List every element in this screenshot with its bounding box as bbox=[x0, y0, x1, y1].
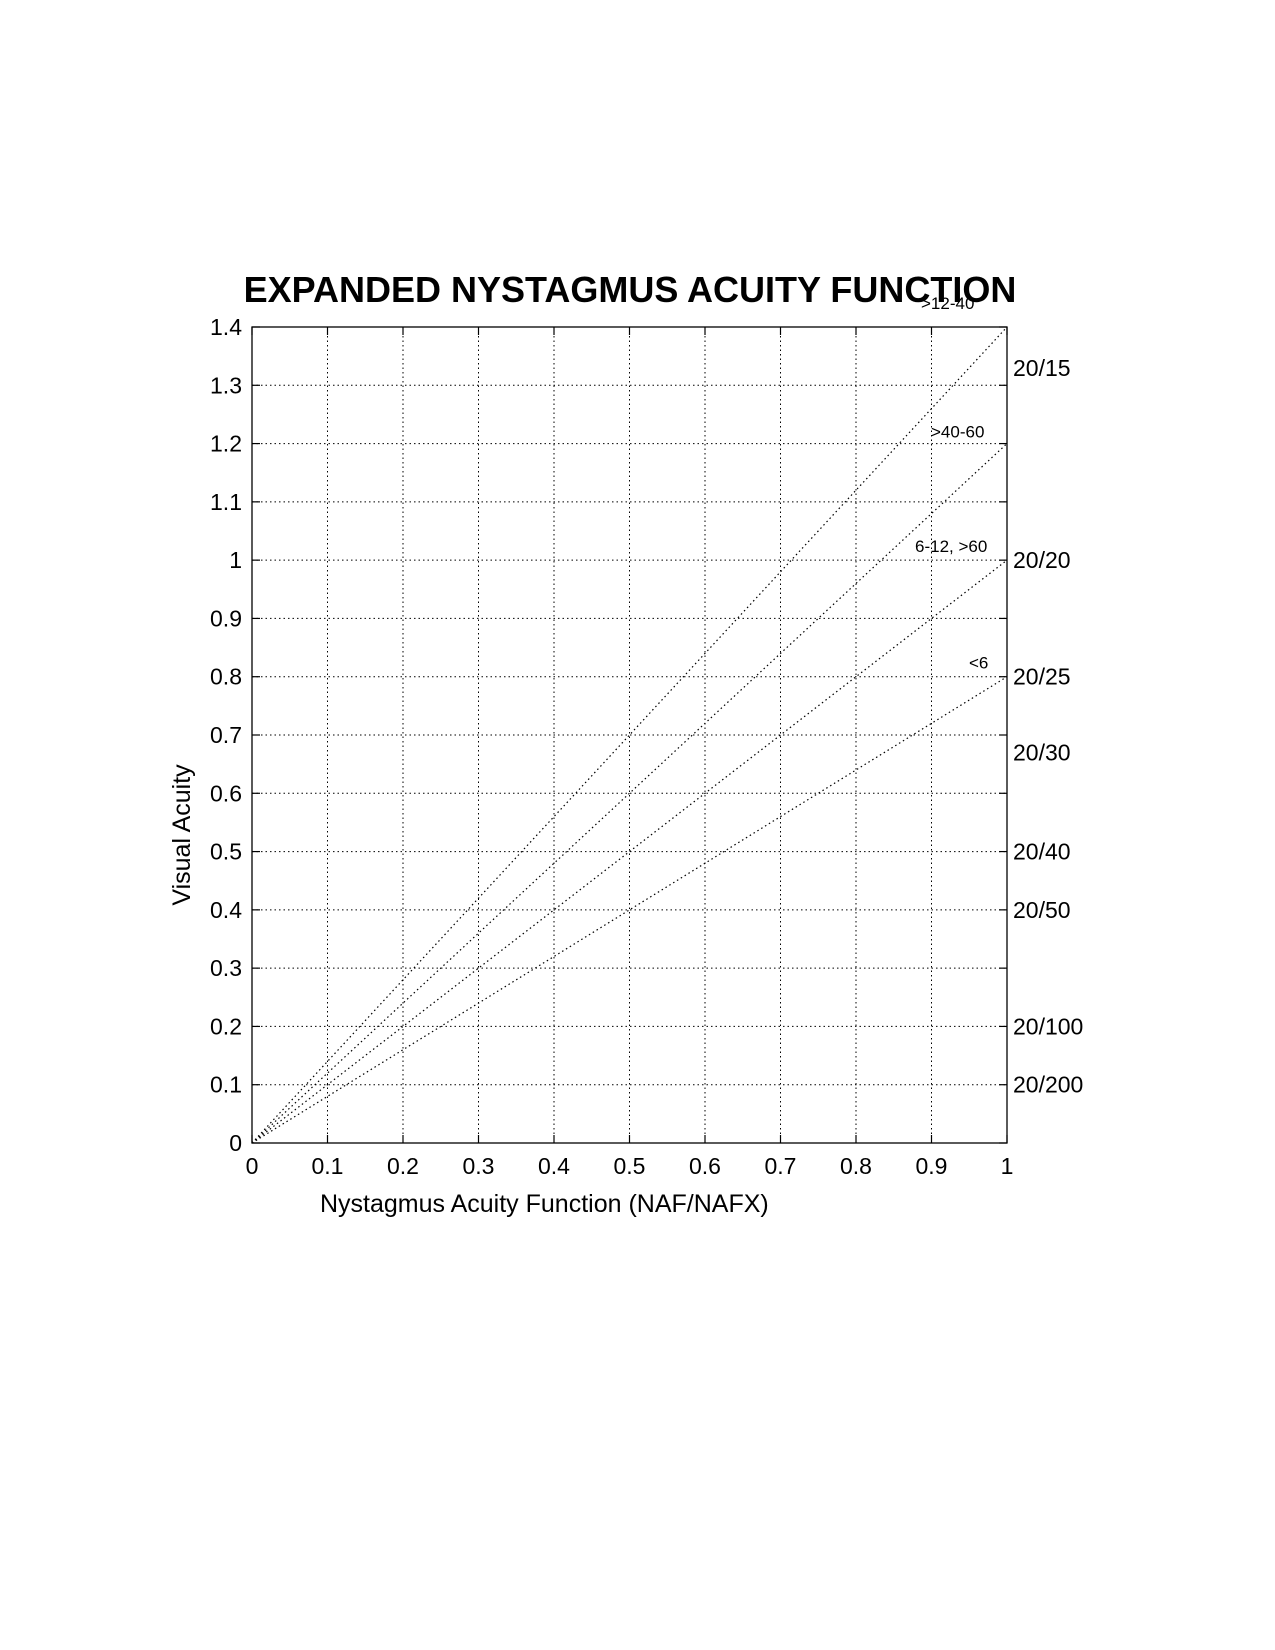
y-tick-label: 0.2 bbox=[210, 1013, 242, 1039]
snellen-label: 20/50 bbox=[1013, 897, 1071, 923]
snellen-label: 20/15 bbox=[1013, 355, 1071, 381]
y-tick-labels: 0 0.1 0.2 0.3 0.4 0.5 0.6 0.7 0.8 0.9 1 1.1 1.2 1.3 1.… bbox=[210, 314, 242, 1156]
series-labels: >12-40 >40-60 6-12, >60 <6 bbox=[915, 294, 988, 673]
x-tick-label: 0.9 bbox=[916, 1153, 948, 1179]
y-tick-label: 0.1 bbox=[210, 1072, 242, 1098]
y-tick-label: 0.6 bbox=[210, 780, 242, 806]
y-tick-label: 1.1 bbox=[210, 489, 242, 515]
y-tick-label: 1.3 bbox=[210, 372, 242, 398]
series-label: >40-60 bbox=[931, 423, 984, 442]
series-label: 6-12, >60 bbox=[915, 537, 987, 556]
series-label: <6 bbox=[969, 654, 988, 673]
y-tick-label: 0.4 bbox=[210, 897, 242, 923]
snellen-label: 20/20 bbox=[1013, 547, 1071, 573]
y-tick-label: 0.3 bbox=[210, 955, 242, 981]
snellen-label: 20/25 bbox=[1013, 664, 1071, 690]
x-tick-label: 0.3 bbox=[463, 1153, 495, 1179]
y-tick-label: 0.7 bbox=[210, 722, 242, 748]
y-tick-label: 0.8 bbox=[210, 664, 242, 690]
series-lines bbox=[251, 326, 1008, 1144]
chart-title: EXPANDED NYSTAGMUS ACUITY FUNCTION bbox=[244, 269, 1017, 310]
x-axis-label: Nystagmus Acuity Function (NAF/NAFX) bbox=[320, 1190, 769, 1218]
grid bbox=[252, 327, 1007, 1143]
x-tick-label: 0.2 bbox=[387, 1153, 419, 1179]
series-line bbox=[251, 559, 1008, 1144]
snellen-label: 20/100 bbox=[1013, 1013, 1083, 1039]
x-tick-label: 0.5 bbox=[614, 1153, 646, 1179]
x-tick-label: 0 bbox=[246, 1153, 259, 1179]
y-tick-label: 0.5 bbox=[210, 839, 242, 865]
y-tick-label: 1.2 bbox=[210, 431, 242, 457]
series-line bbox=[251, 676, 1008, 1144]
snellen-label: 20/30 bbox=[1013, 739, 1071, 765]
axis-ticks bbox=[251, 326, 1008, 1144]
series-line bbox=[251, 326, 1008, 1144]
y-tick-label: 1 bbox=[229, 547, 242, 573]
x-tick-label: 0.4 bbox=[538, 1153, 570, 1179]
snellen-label: 20/200 bbox=[1013, 1072, 1083, 1098]
x-tick-label: 0.1 bbox=[312, 1153, 344, 1179]
x-tick-label: 0.8 bbox=[840, 1153, 872, 1179]
x-tick-label: 1 bbox=[1001, 1153, 1014, 1179]
series-line bbox=[251, 443, 1008, 1144]
series-label: >12-40 bbox=[921, 294, 974, 313]
y-tick-label: 0.9 bbox=[210, 605, 242, 631]
x-tick-label: 0.7 bbox=[765, 1153, 797, 1179]
y-axis-label: Visual Acuity bbox=[168, 764, 196, 906]
x-tick-labels: 0 0.1 0.2 0.3 0.4 0.5 0.6 0.7 0.8 0.9 1 bbox=[246, 1153, 1014, 1179]
snellen-annotations: 20/15 20/20 20/25 20/30 20/40 20/50 20/100 20/2… bbox=[1013, 355, 1083, 1098]
y-tick-label: 1.4 bbox=[210, 314, 242, 340]
y-tick-label: 0 bbox=[229, 1130, 242, 1156]
x-tick-label: 0.6 bbox=[689, 1153, 721, 1179]
snellen-label: 20/40 bbox=[1013, 839, 1071, 865]
